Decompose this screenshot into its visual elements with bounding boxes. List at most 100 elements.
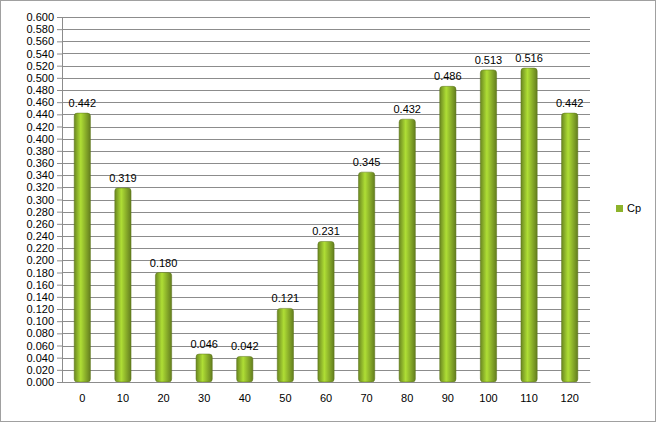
- y-tick-mark: [57, 248, 62, 249]
- bar: [115, 188, 131, 382]
- bar: [440, 86, 456, 382]
- x-tick-label: 80: [401, 392, 413, 404]
- y-tick: 0.300: [26, 194, 62, 206]
- grid-line: [62, 53, 590, 54]
- x-tick: 90: [442, 382, 454, 404]
- data-label: 0.345: [353, 156, 381, 168]
- grid-line: [62, 151, 590, 152]
- bar: [399, 119, 415, 382]
- y-tick: 0.160: [26, 279, 62, 291]
- y-tick: 0.120: [26, 303, 62, 315]
- y-tick-label: 0.540: [26, 48, 54, 60]
- y-tick-label: 0.080: [26, 327, 54, 339]
- y-tick-label: 0.280: [26, 206, 54, 218]
- chart-border: [1, 1, 656, 422]
- y-tick-label: 0.480: [26, 84, 54, 96]
- grid-line: [62, 78, 590, 79]
- y-tick: 0.360: [26, 157, 62, 169]
- y-tick-mark: [57, 346, 62, 347]
- y-tick-label: 0.560: [26, 35, 54, 47]
- data-label: 0.231: [312, 225, 340, 237]
- y-tick-mark: [57, 127, 62, 128]
- x-tick-label: 70: [360, 392, 372, 404]
- y-tick-mark: [57, 175, 62, 176]
- y-tick-label: 0.140: [26, 291, 54, 303]
- y-tick: 0.260: [26, 218, 62, 230]
- y-tick: 0.420: [26, 121, 62, 133]
- y-tick-mark: [57, 187, 62, 188]
- y-tick-label: 0.420: [26, 121, 54, 133]
- y-tick-label: 0.340: [26, 169, 54, 181]
- y-tick: 0.380: [26, 145, 62, 157]
- y-tick-label: 0.240: [26, 230, 54, 242]
- y-tick: 0.600: [26, 11, 62, 23]
- y-tick: 0.500: [26, 72, 62, 84]
- y-tick-mark: [57, 321, 62, 322]
- y-tick: 0.580: [26, 23, 62, 35]
- x-tick: 30: [198, 382, 210, 404]
- grid-line: [62, 29, 590, 30]
- y-tick-mark: [57, 370, 62, 371]
- y-tick-label: 0.100: [26, 315, 54, 327]
- y-tick: 0.060: [26, 340, 62, 352]
- y-tick-mark: [57, 163, 62, 164]
- bar: [358, 172, 374, 382]
- y-tick-label: 0.220: [26, 242, 54, 254]
- y-tick-mark: [57, 212, 62, 213]
- y-tick: 0.180: [26, 267, 62, 279]
- y-tick-mark: [57, 17, 62, 18]
- grid: [62, 18, 590, 383]
- y-tick-mark: [57, 114, 62, 115]
- y-tick-mark: [57, 151, 62, 152]
- bar: [562, 113, 578, 382]
- y-tick-mark: [57, 78, 62, 79]
- y-tick-label: 0.380: [26, 145, 54, 157]
- grid-line: [62, 163, 590, 164]
- y-tick-label: 0.160: [26, 279, 54, 291]
- x-axis-line: [63, 382, 591, 383]
- y-tick-label: 0.200: [26, 254, 54, 266]
- x-tick: 110: [520, 382, 538, 404]
- data-labels: 0.4420.3190.1800.0460.0420.1210.2310.345…: [69, 52, 584, 352]
- y-tick: 0.440: [26, 108, 62, 120]
- y-tick-label: 0.180: [26, 267, 54, 279]
- grid-line: [62, 102, 590, 103]
- grid-line: [62, 175, 590, 176]
- bar: [318, 241, 334, 382]
- x-tick-label: 60: [320, 392, 332, 404]
- y-tick: 0.080: [26, 327, 62, 339]
- plot: 0.0000.0200.0400.0600.0800.1000.1200.140…: [26, 11, 590, 404]
- y-tick-mark: [57, 54, 62, 55]
- data-label: 0.513: [475, 54, 503, 66]
- bar: [74, 113, 90, 382]
- grid-line: [62, 200, 590, 201]
- x-tick: 60: [320, 382, 332, 404]
- x-tick-label: 0: [79, 392, 85, 404]
- grid-line: [62, 41, 590, 42]
- x-tick: 80: [401, 382, 413, 404]
- grid-line: [62, 66, 590, 67]
- y-tick: 0.480: [26, 84, 62, 96]
- y-tick-mark: [57, 41, 62, 42]
- y-tick: 0.200: [26, 254, 62, 266]
- y-tick-label: 0.460: [26, 96, 54, 108]
- y-tick: 0.100: [26, 315, 62, 327]
- grid-line: [62, 114, 590, 115]
- y-axis: 0.0000.0200.0400.0600.0800.1000.1200.140…: [26, 11, 62, 388]
- x-tick-label: 110: [520, 392, 538, 404]
- y-tick-mark: [57, 358, 62, 359]
- bar: [196, 354, 212, 382]
- y-tick-label: 0.520: [26, 60, 54, 72]
- x-tick-label: 20: [157, 392, 169, 404]
- y-tick-mark: [57, 102, 62, 103]
- legend-label: Cp: [627, 202, 641, 214]
- y-tick-mark: [57, 382, 62, 383]
- grid-line: [62, 187, 590, 188]
- y-axis-line: [57, 18, 63, 383]
- x-tick: 20: [157, 382, 169, 404]
- y-tick: 0.320: [26, 181, 62, 193]
- y-tick-mark: [57, 236, 62, 237]
- y-tick-label: 0.040: [26, 352, 54, 364]
- bars: [74, 68, 578, 382]
- y-tick-label: 0.440: [26, 108, 54, 120]
